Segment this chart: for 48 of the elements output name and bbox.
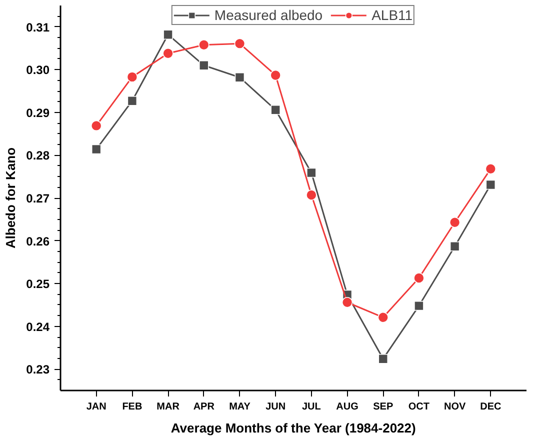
point [378,312,389,323]
point [414,300,424,311]
point [127,96,138,106]
x-tick-label: APR [193,402,216,412]
point [162,48,174,59]
x-tick-label: MAY [229,402,251,412]
point [414,272,424,284]
point [198,60,209,70]
point [306,190,317,200]
x-tick-label: JUN [266,402,286,412]
y-tick-label: 0.24 [26,320,50,334]
y-tick-label: 0.30 [26,63,50,78]
point [91,144,102,154]
x-tick-label: NOV [444,402,466,412]
y-tick-label: 0.31 [26,20,50,34]
x-axis-title: Average Months of the Year (1984-2022) [170,420,416,436]
x-tick-label: JAN [86,402,106,412]
point [486,180,496,190]
point [126,72,138,82]
point [90,120,102,132]
y-tick-label: 0.23 [26,362,50,377]
y-tick-label: 0.29 [26,106,50,120]
point [234,38,246,49]
point [378,354,388,364]
point [485,164,496,174]
x-tick-label: SEP [373,402,394,412]
y-axis-title: Albedo for Kano [3,147,18,249]
x-tick-label: FEB [122,402,142,412]
x-tick-label: JUL [302,402,321,412]
point [270,70,281,81]
x-tick-label: OCT [408,402,430,412]
x-tick-label: MAR [156,402,180,412]
x-tick-label: DEC [480,402,502,412]
point [449,216,460,228]
y-tick-label: 0.25 [26,277,50,292]
legend-label: ALB11 [372,7,413,23]
y-tick-label: 0.27 [26,192,50,206]
point [270,104,280,115]
point [342,296,353,308]
point [450,241,460,252]
y-tick-label: 0.26 [26,234,50,248]
legend-label: Measured albedo [214,7,323,23]
point [306,168,316,178]
x-tick-label: AUG [336,402,359,412]
point [163,30,173,40]
point [198,39,210,50]
y-tick-label: 0.28 [26,148,50,163]
point [234,72,245,82]
